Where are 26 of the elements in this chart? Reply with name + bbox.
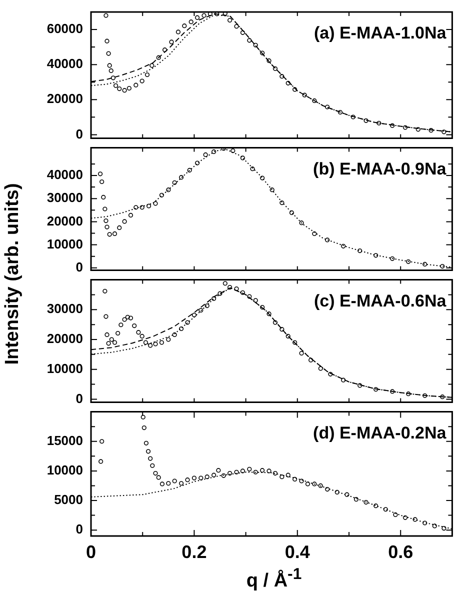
y-tick-label: 10000 — [46, 360, 83, 376]
y-tick-label: 5000 — [54, 492, 83, 508]
y-tick-label: 40000 — [46, 56, 83, 72]
y-tick-label: 10000 — [46, 236, 83, 252]
y-tick-label: 20000 — [46, 91, 83, 106]
y-axis-title: Intensity (arb. units) — [1, 182, 24, 367]
x-tick-label: 0.2 — [182, 542, 207, 562]
y-tick-label: 0 — [76, 126, 83, 142]
annotation: (b) E-MAA-0.9Na — [313, 159, 447, 178]
y-tick-label: 0 — [76, 522, 83, 537]
y-tick-label: 20000 — [46, 331, 83, 346]
y-tick-label: 0 — [76, 390, 83, 406]
y-tick-label: 30000 — [46, 190, 83, 206]
y-tick-label: 30000 — [46, 301, 83, 316]
y-tick-label: 40000 — [46, 167, 83, 182]
y-tick-label: 20000 — [46, 213, 83, 228]
y-tick-label: 10000 — [46, 462, 83, 478]
annotation: (d) E-MAA-0.2Na — [313, 423, 447, 442]
y-tick-label: 60000 — [46, 21, 83, 36]
x-tick-label: 0.6 — [388, 542, 414, 562]
y-tick-label: 0 — [76, 259, 83, 274]
annotation: (c) E-MAA-0.6Na — [314, 291, 447, 310]
y-tick-label: 15000 — [46, 432, 83, 448]
annotation: (a) E-MAA-1.0Na — [314, 24, 447, 43]
x-tick-label: 0.4 — [284, 542, 310, 562]
x-axis-title: q / Å$^{-1}$ — [245, 566, 303, 592]
